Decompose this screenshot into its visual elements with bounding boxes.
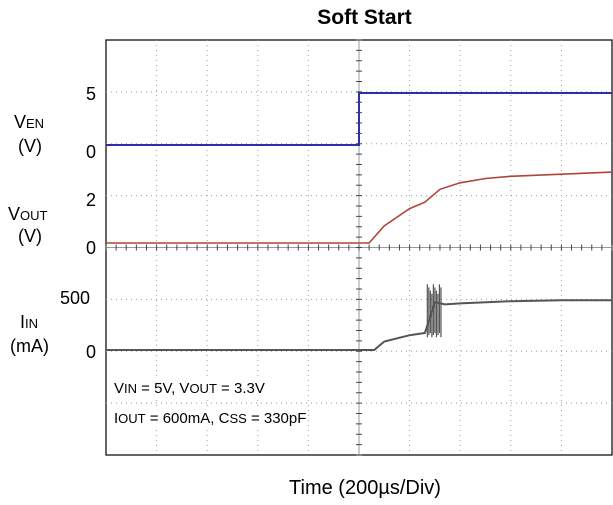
chart-title: Soft Start xyxy=(317,6,412,29)
iin-tick-0: 0 xyxy=(86,342,97,362)
iin-label: IIN xyxy=(20,312,39,332)
x-axis-label: Time (200µs/Div) xyxy=(289,477,441,499)
trace-ven xyxy=(106,92,612,146)
vout-tick-0: 0 xyxy=(86,238,97,258)
trace-vout xyxy=(106,171,613,244)
annotation-line2: IOUT = 600mA, CSS = 330pF xyxy=(114,410,307,427)
vout-unit: (V) xyxy=(18,226,42,246)
vout-label: VOUT xyxy=(8,204,48,224)
vout-tick-2: 2 xyxy=(86,190,97,210)
ven-label: VEN xyxy=(14,112,45,132)
iin-unit: (mA) xyxy=(10,336,49,356)
iin-tick-500: 500 xyxy=(60,288,91,308)
ven-tick-5: 5 xyxy=(86,84,97,104)
annotation-line1: VIN = 5V, VOUT = 3.3V xyxy=(114,380,265,397)
ven-unit: (V) xyxy=(18,136,42,156)
traces xyxy=(106,92,613,351)
ven-tick-0: 0 xyxy=(86,142,97,162)
